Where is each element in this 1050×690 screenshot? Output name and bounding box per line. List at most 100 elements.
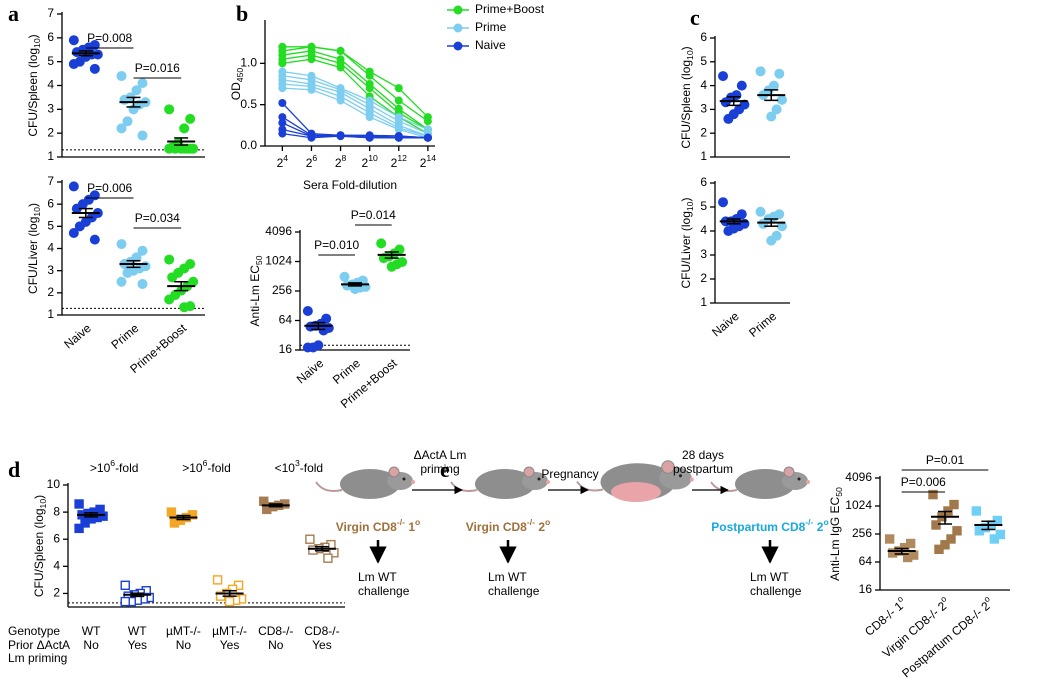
- text-part: 1: [405, 520, 415, 534]
- data-point: [928, 489, 938, 500]
- text-part: 6: [312, 153, 317, 163]
- text-part: o: [545, 517, 550, 527]
- data-point: [423, 117, 432, 126]
- data-point: [949, 499, 959, 510]
- text-part: ): [26, 34, 40, 38]
- text-part: >10: [182, 461, 203, 475]
- text-part: -fold: [115, 461, 138, 475]
- text-part: 2: [277, 156, 284, 170]
- step-label: Pregnancy: [541, 467, 598, 481]
- data-point: [336, 63, 345, 72]
- data-point: [336, 132, 345, 141]
- data-point: [887, 548, 898, 558]
- data-point: [80, 518, 90, 528]
- mouse-nose: [546, 480, 550, 484]
- mouse-nose: [806, 480, 810, 484]
- text-part: ): [679, 198, 693, 202]
- data-point: [776, 94, 787, 105]
- p-value: P=0.010: [314, 238, 359, 252]
- y-tick-label: 6: [53, 531, 60, 545]
- data-point: [307, 85, 316, 94]
- data-point: [278, 99, 287, 108]
- mouse-ear: [783, 466, 795, 478]
- y-tick-label: 1: [47, 149, 54, 163]
- legend-label: Prime: [475, 20, 507, 34]
- text-part: 50: [254, 255, 264, 265]
- text-part: 6: [110, 458, 115, 468]
- text-part: o: [823, 517, 828, 527]
- data-point: [116, 70, 127, 81]
- text-part: o: [895, 594, 905, 605]
- mouse-ear: [388, 466, 400, 478]
- text-part: -/-: [397, 517, 405, 527]
- data-point: [305, 534, 315, 544]
- step-label: 28 days: [682, 448, 724, 462]
- y-tick-label: 8: [53, 504, 60, 518]
- y-tick-label: 64: [859, 554, 873, 568]
- y-tick-label: 7: [47, 174, 54, 188]
- y-axis-label: CFU/Spleen (log10): [32, 495, 48, 597]
- text-part: 12: [397, 153, 407, 163]
- panel-letter: c: [690, 5, 700, 30]
- x-tick-label: CD8-/-: [304, 624, 339, 638]
- x-tick-label: 28: [335, 153, 347, 170]
- y-tick-label: 64: [279, 313, 293, 327]
- data-point: [946, 534, 956, 544]
- mouse-eye: [797, 477, 801, 481]
- data-point: [302, 342, 313, 353]
- data-point: [116, 123, 127, 134]
- data-point: [394, 84, 403, 93]
- mouse-belly: [611, 482, 661, 502]
- x-tick-label: Naive: [294, 356, 327, 387]
- data-point: [336, 96, 345, 105]
- y-tick-label: 3: [700, 247, 707, 261]
- data-point: [952, 526, 962, 536]
- text-part: 2: [535, 520, 545, 534]
- y-tick-label: 256: [852, 526, 872, 540]
- data-point: [774, 68, 785, 79]
- p-value: P=0.008: [87, 31, 132, 45]
- series-line: [282, 54, 429, 131]
- mouse-eye: [537, 477, 541, 481]
- mouse-nose: [689, 477, 694, 482]
- data-point: [122, 116, 133, 127]
- text-part: 2: [335, 156, 342, 170]
- mouse-tail: [576, 480, 604, 492]
- text-part: 10: [368, 153, 378, 163]
- step-label: priming: [420, 462, 459, 476]
- y-tick-label: 1: [700, 149, 707, 163]
- text-part: 2: [813, 520, 823, 534]
- panel-letter: b: [236, 1, 248, 26]
- data-point: [307, 55, 316, 64]
- series-line: [282, 70, 429, 131]
- row-label: Prior ΔActA: [8, 638, 70, 652]
- y-tick-label: 5: [47, 54, 54, 68]
- step-label: postpartum: [673, 462, 733, 476]
- y-tick-label: 10: [47, 477, 61, 491]
- row-label: Lm priming: [8, 651, 67, 665]
- y-tick-label: 0.0: [240, 138, 257, 152]
- data-point: [122, 267, 133, 278]
- data-point: [365, 84, 374, 93]
- text-part: 3: [295, 458, 300, 468]
- data-point: [68, 181, 79, 192]
- y-tick-label: 4096: [845, 470, 872, 484]
- data-point: [278, 118, 287, 127]
- x-tick-label: 26: [306, 153, 318, 170]
- y-axis-label: Anti-Lm EC50: [248, 255, 264, 326]
- x-tick-label: No: [83, 638, 99, 652]
- y-tick-label: 256: [272, 283, 292, 297]
- data-point: [74, 221, 85, 232]
- p-value: P=0.014: [351, 208, 396, 222]
- data-point: [766, 111, 777, 122]
- text-part: 14: [426, 153, 436, 163]
- text-part: Virgin CD8: [466, 520, 527, 534]
- x-tick-label: 212: [391, 153, 407, 170]
- y-tick-label: 5: [700, 54, 707, 68]
- panel-letter: d: [8, 457, 20, 482]
- text-part: OD: [229, 82, 243, 100]
- y-tick-label: 6: [47, 196, 54, 210]
- y-tick-label: 1: [700, 295, 707, 309]
- x-tick-label: CD8-/-: [258, 624, 293, 638]
